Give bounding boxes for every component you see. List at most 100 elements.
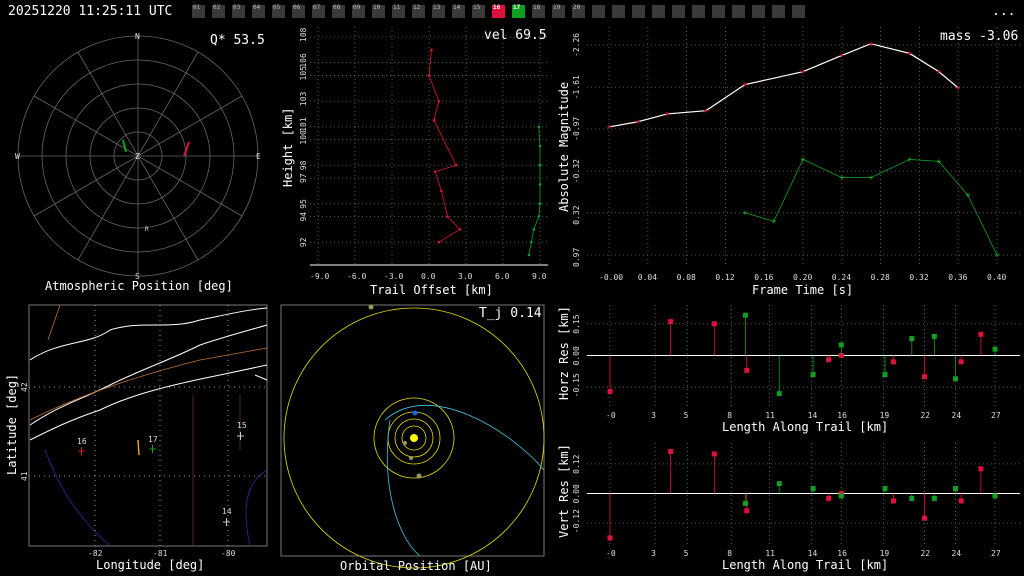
camera-slot-empty[interactable]	[592, 5, 605, 18]
camera-label: 04	[253, 4, 261, 11]
res-point	[810, 486, 816, 492]
sky-north-label: N	[135, 32, 140, 41]
sky-green-trail	[122, 139, 127, 153]
sky-zenith-label: Z	[135, 152, 140, 161]
m-point	[742, 210, 747, 215]
camera-label: 13	[433, 4, 441, 11]
camera-17[interactable]: 17	[512, 5, 525, 18]
camera-03[interactable]: 03	[232, 5, 245, 18]
camera-14[interactable]: 14	[452, 5, 465, 18]
m-xtick: 0.08	[677, 273, 696, 282]
camera-label: 06	[293, 4, 301, 11]
horz-res-ylabel: Horz Res [km]	[557, 306, 571, 400]
camera-08[interactable]: 08	[332, 5, 345, 18]
camera-12[interactable]: 12	[412, 5, 425, 18]
h-xtick: -9.0	[310, 272, 329, 281]
h-ytick: 101	[299, 117, 308, 132]
camera-04[interactable]: 04	[252, 5, 265, 18]
h-ytick: 106	[299, 53, 308, 68]
res-point	[953, 486, 959, 492]
camera-01[interactable]: 01	[192, 5, 205, 18]
res-point	[978, 466, 984, 472]
h-ytick: 94	[299, 212, 308, 222]
camera-label: 08	[333, 4, 341, 11]
h-point	[437, 99, 441, 103]
m-series-line	[608, 43, 959, 128]
res-xtick: 27	[991, 411, 1001, 420]
h-ytick: 98	[299, 160, 308, 170]
res-xtick: -0	[606, 549, 616, 558]
camera-19[interactable]: 19	[552, 5, 565, 18]
camera-label: 01	[193, 4, 201, 11]
q-star-metric: Q* 53.5	[210, 33, 265, 48]
res-xtick: 24	[952, 549, 962, 558]
res-point	[931, 333, 937, 339]
sky-east-label: E	[256, 152, 261, 161]
res-xtick: 16	[837, 411, 847, 420]
res-xtick: 5	[684, 411, 689, 420]
camera-label: 10	[373, 4, 381, 11]
camera-slot-empty[interactable]	[692, 5, 705, 18]
h-xtick: -3.0	[384, 272, 403, 281]
sky-red-trail	[183, 141, 190, 157]
h-point	[538, 183, 542, 186]
camera-20[interactable]: 20	[572, 5, 585, 18]
h-xtick: 9.0	[532, 272, 547, 281]
camera-07[interactable]: 07	[312, 5, 325, 18]
camera-06[interactable]: 06	[292, 5, 305, 18]
camera-18[interactable]: 18	[532, 5, 545, 18]
camera-16[interactable]: 16	[492, 5, 505, 18]
camera-10[interactable]: 10	[372, 5, 385, 18]
res-point	[890, 359, 896, 365]
station-17-label: 17	[148, 435, 158, 444]
camera-15[interactable]: 15	[472, 5, 485, 18]
h-point	[446, 215, 449, 218]
station-17-marker	[149, 445, 156, 453]
camera-02[interactable]: 02	[212, 5, 225, 18]
m-point	[771, 219, 776, 224]
res-point	[953, 376, 959, 382]
res-ytick: 0.00	[572, 346, 581, 365]
camera-slot-empty[interactable]	[652, 5, 665, 18]
menu-button[interactable]: ...	[992, 4, 1016, 19]
h-series-line	[428, 49, 461, 243]
res-point	[826, 495, 832, 501]
res-xtick: 11	[765, 549, 775, 558]
h-point	[433, 170, 437, 173]
vert-res-xlabel: Length Along Trail [km]	[722, 558, 888, 572]
h-xtick: -6.0	[347, 272, 366, 281]
m-point	[995, 253, 999, 257]
camera-05[interactable]: 05	[272, 5, 285, 18]
res-point	[882, 486, 888, 492]
camera-slot-empty[interactable]	[752, 5, 765, 18]
res-point	[890, 498, 896, 504]
camera-09[interactable]: 09	[352, 5, 365, 18]
camera-slot-empty[interactable]	[772, 5, 785, 18]
res-point	[931, 495, 937, 501]
camera-slot-empty[interactable]	[632, 5, 645, 18]
station-15-marker	[237, 432, 244, 440]
m-point	[936, 69, 941, 74]
res-xtick: 16	[837, 549, 847, 558]
camera-13[interactable]: 13	[432, 5, 445, 18]
camera-label: 11	[393, 4, 401, 11]
h-point	[532, 228, 536, 231]
res-point	[882, 372, 888, 378]
horz-res-xlabel: Length Along Trail [km]	[722, 420, 888, 434]
magnitude-plot: -0.00 0.04 0.08 0.12 0.16 0.20 0.24 0.28 0.32 0.3…	[557, 27, 1020, 297]
h-point	[440, 189, 443, 193]
m-point	[801, 157, 805, 162]
ground-map: 16 17 15 14 -82 -81 -80 42 41 Longitude …	[5, 304, 268, 572]
m-xtick: 0.16	[754, 273, 773, 282]
camera-slot-empty[interactable]	[712, 5, 725, 18]
camera-slot-empty[interactable]	[672, 5, 685, 18]
orbit-title: Orbital Position [AU]	[340, 559, 492, 573]
res-point	[776, 481, 782, 487]
camera-slot-empty[interactable]	[612, 5, 625, 18]
camera-slot-empty[interactable]	[732, 5, 745, 18]
h-point	[430, 48, 433, 52]
camera-11[interactable]: 11	[392, 5, 405, 18]
camera-slot-empty[interactable]	[792, 5, 805, 18]
res-xtick: 24	[952, 411, 962, 420]
mass-metric: mass -3.06	[940, 29, 1018, 44]
